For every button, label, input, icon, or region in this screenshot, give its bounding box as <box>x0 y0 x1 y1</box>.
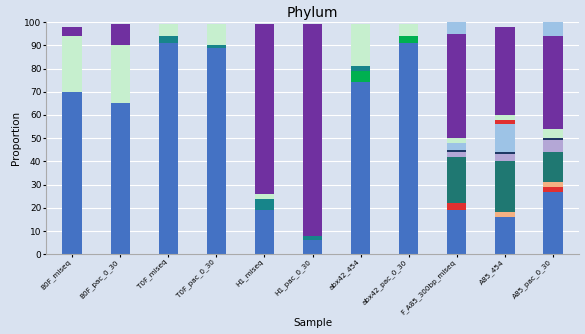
Bar <box>111 24 130 45</box>
Bar <box>495 217 515 254</box>
Bar <box>447 22 466 34</box>
Bar <box>447 210 466 254</box>
Bar <box>111 45 130 103</box>
Bar <box>495 124 515 152</box>
Bar <box>351 66 370 71</box>
Bar <box>447 34 466 138</box>
Bar <box>255 198 274 210</box>
Bar <box>543 187 563 192</box>
Title: Phylum: Phylum <box>287 6 338 20</box>
Bar <box>543 192 563 254</box>
Bar <box>351 82 370 254</box>
Bar <box>447 143 466 150</box>
Bar <box>159 36 178 43</box>
Bar <box>495 120 515 124</box>
Bar <box>255 210 274 254</box>
Bar <box>303 24 322 236</box>
Bar <box>399 24 418 36</box>
Bar <box>303 240 322 254</box>
Bar <box>207 48 226 254</box>
Bar <box>543 182 563 187</box>
Bar <box>447 150 466 152</box>
Bar <box>63 36 82 92</box>
X-axis label: Sample: Sample <box>293 318 332 328</box>
Bar <box>447 152 466 157</box>
Bar <box>495 115 515 120</box>
Bar <box>255 24 274 194</box>
Bar <box>207 45 226 48</box>
Bar <box>207 24 226 45</box>
Bar <box>543 129 563 138</box>
Bar <box>399 43 418 254</box>
Bar <box>543 22 563 36</box>
Bar <box>495 154 515 161</box>
Bar <box>63 92 82 254</box>
Bar <box>495 212 515 217</box>
Bar <box>159 43 178 254</box>
Bar <box>303 236 322 240</box>
Bar <box>495 161 515 212</box>
Y-axis label: Proportion: Proportion <box>11 111 22 165</box>
Bar <box>351 71 370 82</box>
Bar <box>63 27 82 36</box>
Bar <box>159 24 178 36</box>
Bar <box>447 203 466 210</box>
Bar <box>399 36 418 43</box>
Bar <box>447 138 466 143</box>
Bar <box>447 157 466 203</box>
Bar <box>543 36 563 129</box>
Bar <box>111 103 130 254</box>
Bar <box>543 138 563 141</box>
Bar <box>543 141 563 152</box>
Bar <box>351 24 370 66</box>
Bar <box>255 194 274 198</box>
Bar <box>495 152 515 154</box>
Bar <box>543 152 563 182</box>
Bar <box>495 27 515 115</box>
